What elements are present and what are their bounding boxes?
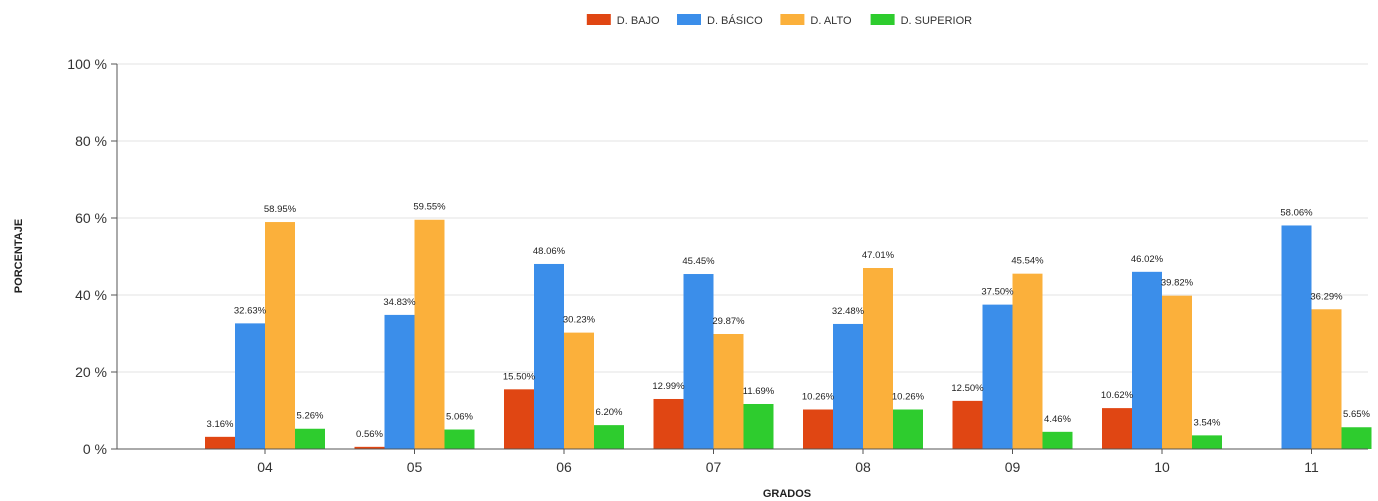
x-tick-label: 11 [1304, 459, 1319, 475]
x-tick-label: 07 [706, 459, 722, 475]
x-tick-label: 04 [257, 459, 273, 475]
legend: D. BAJO D. BÁSICO D. ALTO D. SUPERIOR [586, 14, 973, 27]
x-tick-label: 05 [407, 459, 423, 475]
legend-swatch [586, 14, 611, 25]
data-label: 48.06% [533, 246, 566, 257]
data-label: 34.83% [383, 297, 416, 308]
data-label: 39.82% [1161, 278, 1194, 289]
y-tick-label: 40 % [75, 287, 107, 303]
bar [893, 409, 923, 449]
x-tick-label: 08 [855, 459, 871, 475]
y-tick-label: 100 % [67, 56, 107, 72]
bar [803, 409, 833, 449]
bar [833, 323, 863, 449]
legend-swatch [780, 14, 805, 25]
bar [1281, 225, 1312, 449]
data-label: 12.99% [652, 381, 685, 392]
bar [713, 334, 744, 449]
data-label: 10.26% [802, 391, 835, 402]
y-axis-ticks: 0 % 20 % 40 % 60 % 80 % 100 % [67, 56, 117, 457]
y-tick-label: 20 % [75, 364, 107, 380]
bar [982, 304, 1013, 449]
x-axis-title: GRADOS [763, 488, 811, 500]
data-label: 59.55% [413, 202, 446, 213]
bar [1042, 431, 1073, 449]
bar [444, 429, 475, 449]
data-label: 3.16% [207, 419, 234, 430]
legend-swatch [870, 14, 895, 25]
bar [1341, 427, 1372, 449]
x-tick-label: 06 [556, 459, 572, 475]
y-tick-label: 60 % [75, 210, 107, 226]
y-axis-title: PORCENTAJE [13, 219, 25, 293]
data-label: 5.06% [446, 412, 473, 423]
bar [265, 222, 295, 449]
bar [534, 263, 564, 449]
data-label: 15.50% [503, 371, 536, 382]
data-label: 46.02% [1131, 254, 1164, 265]
data-label: 58.06% [1280, 207, 1313, 218]
data-labels: 3.16% 32.63% 58.95% 5.26% 0.56% 34.83% 59.55% 5… [207, 202, 1371, 440]
legend-item[interactable]: D. BÁSICO [677, 14, 763, 27]
bar [653, 398, 684, 449]
data-label: 36.29% [1310, 291, 1343, 302]
bar [504, 389, 534, 449]
data-label: 30.23% [563, 315, 596, 326]
data-label: 29.87% [712, 316, 745, 327]
bar [743, 403, 774, 449]
bar [564, 332, 594, 449]
bar [295, 428, 325, 449]
data-label: 6.20% [596, 407, 623, 418]
data-label: 45.45% [682, 256, 715, 267]
data-label: 58.95% [264, 204, 297, 215]
bar [863, 268, 893, 449]
data-label: 5.65% [1343, 409, 1370, 420]
bar [1192, 435, 1222, 449]
bar [354, 446, 385, 449]
data-label: 32.48% [832, 306, 865, 317]
bar [1162, 295, 1192, 449]
legend-label: D. BÁSICO [707, 14, 763, 27]
legend-item[interactable]: D. BAJO [586, 14, 660, 27]
bar [1311, 309, 1342, 449]
data-label: 11.69% [743, 386, 775, 397]
legend-label: D. BAJO [617, 15, 660, 27]
data-label: 37.50% [981, 287, 1014, 298]
data-label: 0.56% [356, 429, 383, 440]
bar [594, 425, 624, 449]
data-label: 5.26% [297, 411, 324, 422]
bar [1102, 408, 1132, 449]
data-label: 12.50% [951, 383, 984, 394]
data-label: 10.62% [1101, 390, 1134, 401]
data-label: 47.01% [862, 250, 895, 261]
legend-label: D. ALTO [810, 15, 852, 27]
data-label: 3.54% [1194, 417, 1221, 428]
x-tick-label: 09 [1005, 459, 1021, 475]
bar [952, 400, 983, 449]
bar [384, 314, 415, 449]
bar [683, 274, 714, 449]
bars [205, 219, 1372, 449]
x-axis: 04 05 06 07 08 09 10 11 [116, 64, 1368, 475]
bar [414, 219, 445, 449]
x-tick-label: 10 [1154, 459, 1170, 475]
bar [1132, 271, 1162, 449]
bar [235, 323, 265, 449]
y-tick-label: 0 % [83, 441, 107, 457]
legend-item[interactable]: D. SUPERIOR [870, 14, 973, 27]
data-label: 45.54% [1011, 256, 1044, 267]
y-tick-label: 80 % [75, 133, 107, 149]
legend-item[interactable]: D. ALTO [780, 14, 852, 27]
bar [205, 436, 235, 449]
legend-label: D. SUPERIOR [901, 15, 973, 27]
bar [1012, 273, 1043, 449]
data-label: 32.63% [234, 305, 267, 316]
data-label: 10.26% [892, 391, 925, 402]
legend-swatch [677, 14, 701, 25]
data-label: 4.46% [1044, 414, 1071, 425]
